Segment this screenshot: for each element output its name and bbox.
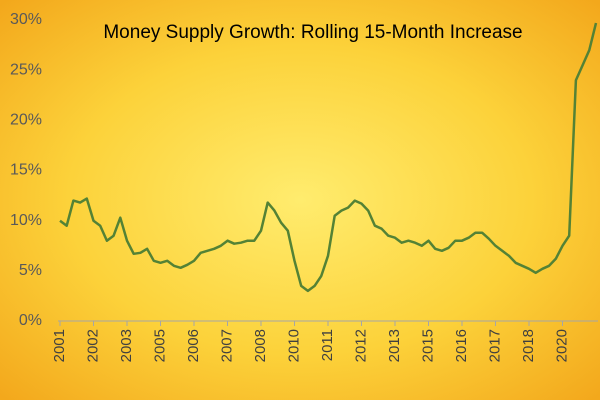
x-tick-label: 2007: [218, 329, 235, 362]
y-tick-label: 15%: [10, 162, 42, 179]
y-tick-label: 25%: [10, 61, 42, 78]
x-tick-label: 2015: [419, 329, 436, 362]
x-tick-label: 2013: [386, 329, 403, 362]
x-tick-label: 2006: [185, 329, 202, 362]
x-tick-label: 2018: [520, 329, 537, 362]
x-tick-label: 2003: [118, 329, 135, 362]
x-tick-label: 2008: [252, 329, 269, 362]
x-tick-label: 2017: [486, 329, 503, 362]
x-tick-label: 2012: [352, 329, 369, 362]
x-tick-label: 2005: [151, 329, 168, 362]
x-tick-label: 2002: [84, 329, 101, 362]
y-tick-label: 20%: [10, 112, 42, 129]
line: [59, 22, 598, 293]
x-tick-label: 2011: [319, 329, 336, 361]
x-tick-label: 2001: [51, 329, 68, 362]
y-tick-label: 10%: [10, 212, 42, 229]
x-tick-label: 2020: [553, 329, 570, 362]
y-tick-label: 30%: [10, 11, 42, 28]
x-tick-label: 2016: [453, 329, 470, 362]
x-tick-label: 2010: [285, 329, 302, 362]
y-tick-label: 5%: [19, 262, 42, 279]
y-tick-label: 0%: [19, 312, 42, 329]
chart-title: Money Supply Growth: Rolling 15-Month In…: [103, 22, 522, 43]
